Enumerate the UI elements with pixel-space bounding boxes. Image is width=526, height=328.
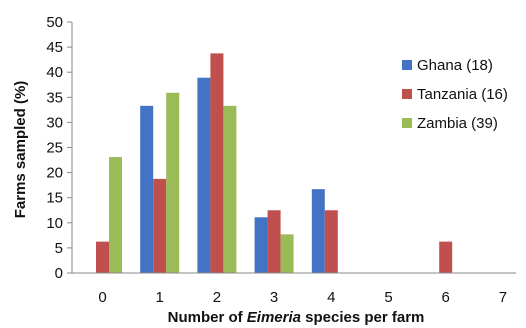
x-tick-label: 1 [156, 289, 164, 306]
y-tick-label: 25 [46, 140, 63, 157]
y-tick-label: 35 [46, 89, 63, 106]
x-axis-title-suffix: species per farm [301, 309, 424, 326]
y-tick-label: 40 [46, 64, 63, 81]
bar-tanzania-4 [324, 210, 338, 273]
y-tick-label: 0 [55, 265, 63, 282]
x-ticks-group: 0 1 2 3 4 5 6 7 [98, 289, 507, 306]
x-axis-title: Number of Eimeria species per farm [168, 309, 425, 326]
x-tick-label: 3 [270, 289, 278, 306]
y-tick-label: 5 [55, 240, 63, 257]
y-tick-label: 15 [46, 190, 63, 207]
legend-swatch [402, 60, 412, 70]
y-ticks-group: 0 5 10 15 20 25 30 35 40 45 50 [46, 14, 72, 282]
x-tick-label: 5 [384, 289, 392, 306]
y-axis-title: Farms sampled (%) [12, 81, 29, 219]
legend: Ghana (18) Tanzania (16) Zambia (39) [402, 57, 508, 132]
legend-swatch [402, 89, 412, 99]
bar-tanzania-0 [96, 241, 109, 273]
bar-zambia-1 [166, 92, 180, 273]
x-tick-label: 0 [98, 289, 106, 306]
legend-label: Ghana (18) [417, 57, 493, 74]
x-tick-label: 7 [499, 289, 507, 306]
y-tick-label: 10 [46, 215, 63, 232]
bar-tanzania-3 [267, 210, 281, 273]
bar-zambia-3 [280, 234, 294, 273]
bar-tanzania-1 [153, 178, 167, 273]
bar-zambia-2 [223, 105, 237, 273]
bar-ghana-4 [311, 189, 325, 273]
legend-label: Tanzania (16) [417, 86, 508, 103]
bar-zambia-0 [109, 157, 122, 273]
legend-swatch [402, 118, 412, 128]
x-tick-label: 4 [327, 289, 335, 306]
bar-ghana-2 [197, 77, 211, 273]
x-tick-label: 2 [213, 289, 221, 306]
y-tick-label: 20 [46, 165, 63, 182]
legend-label: Zambia (39) [417, 115, 498, 132]
bar-ghana-1 [140, 105, 154, 273]
bar-ghana-3 [254, 217, 268, 273]
y-tick-label: 50 [46, 14, 63, 31]
x-tick-label: 6 [442, 289, 450, 306]
x-axis-title-prefix: Number of [168, 309, 247, 326]
y-tick-label: 45 [46, 39, 63, 56]
bars-group [96, 53, 453, 273]
x-axis-title-italic: Eimeria [247, 309, 301, 326]
y-tick-label: 30 [46, 114, 63, 131]
bar-tanzania-6 [439, 241, 453, 273]
bar-tanzania-2 [210, 53, 224, 273]
